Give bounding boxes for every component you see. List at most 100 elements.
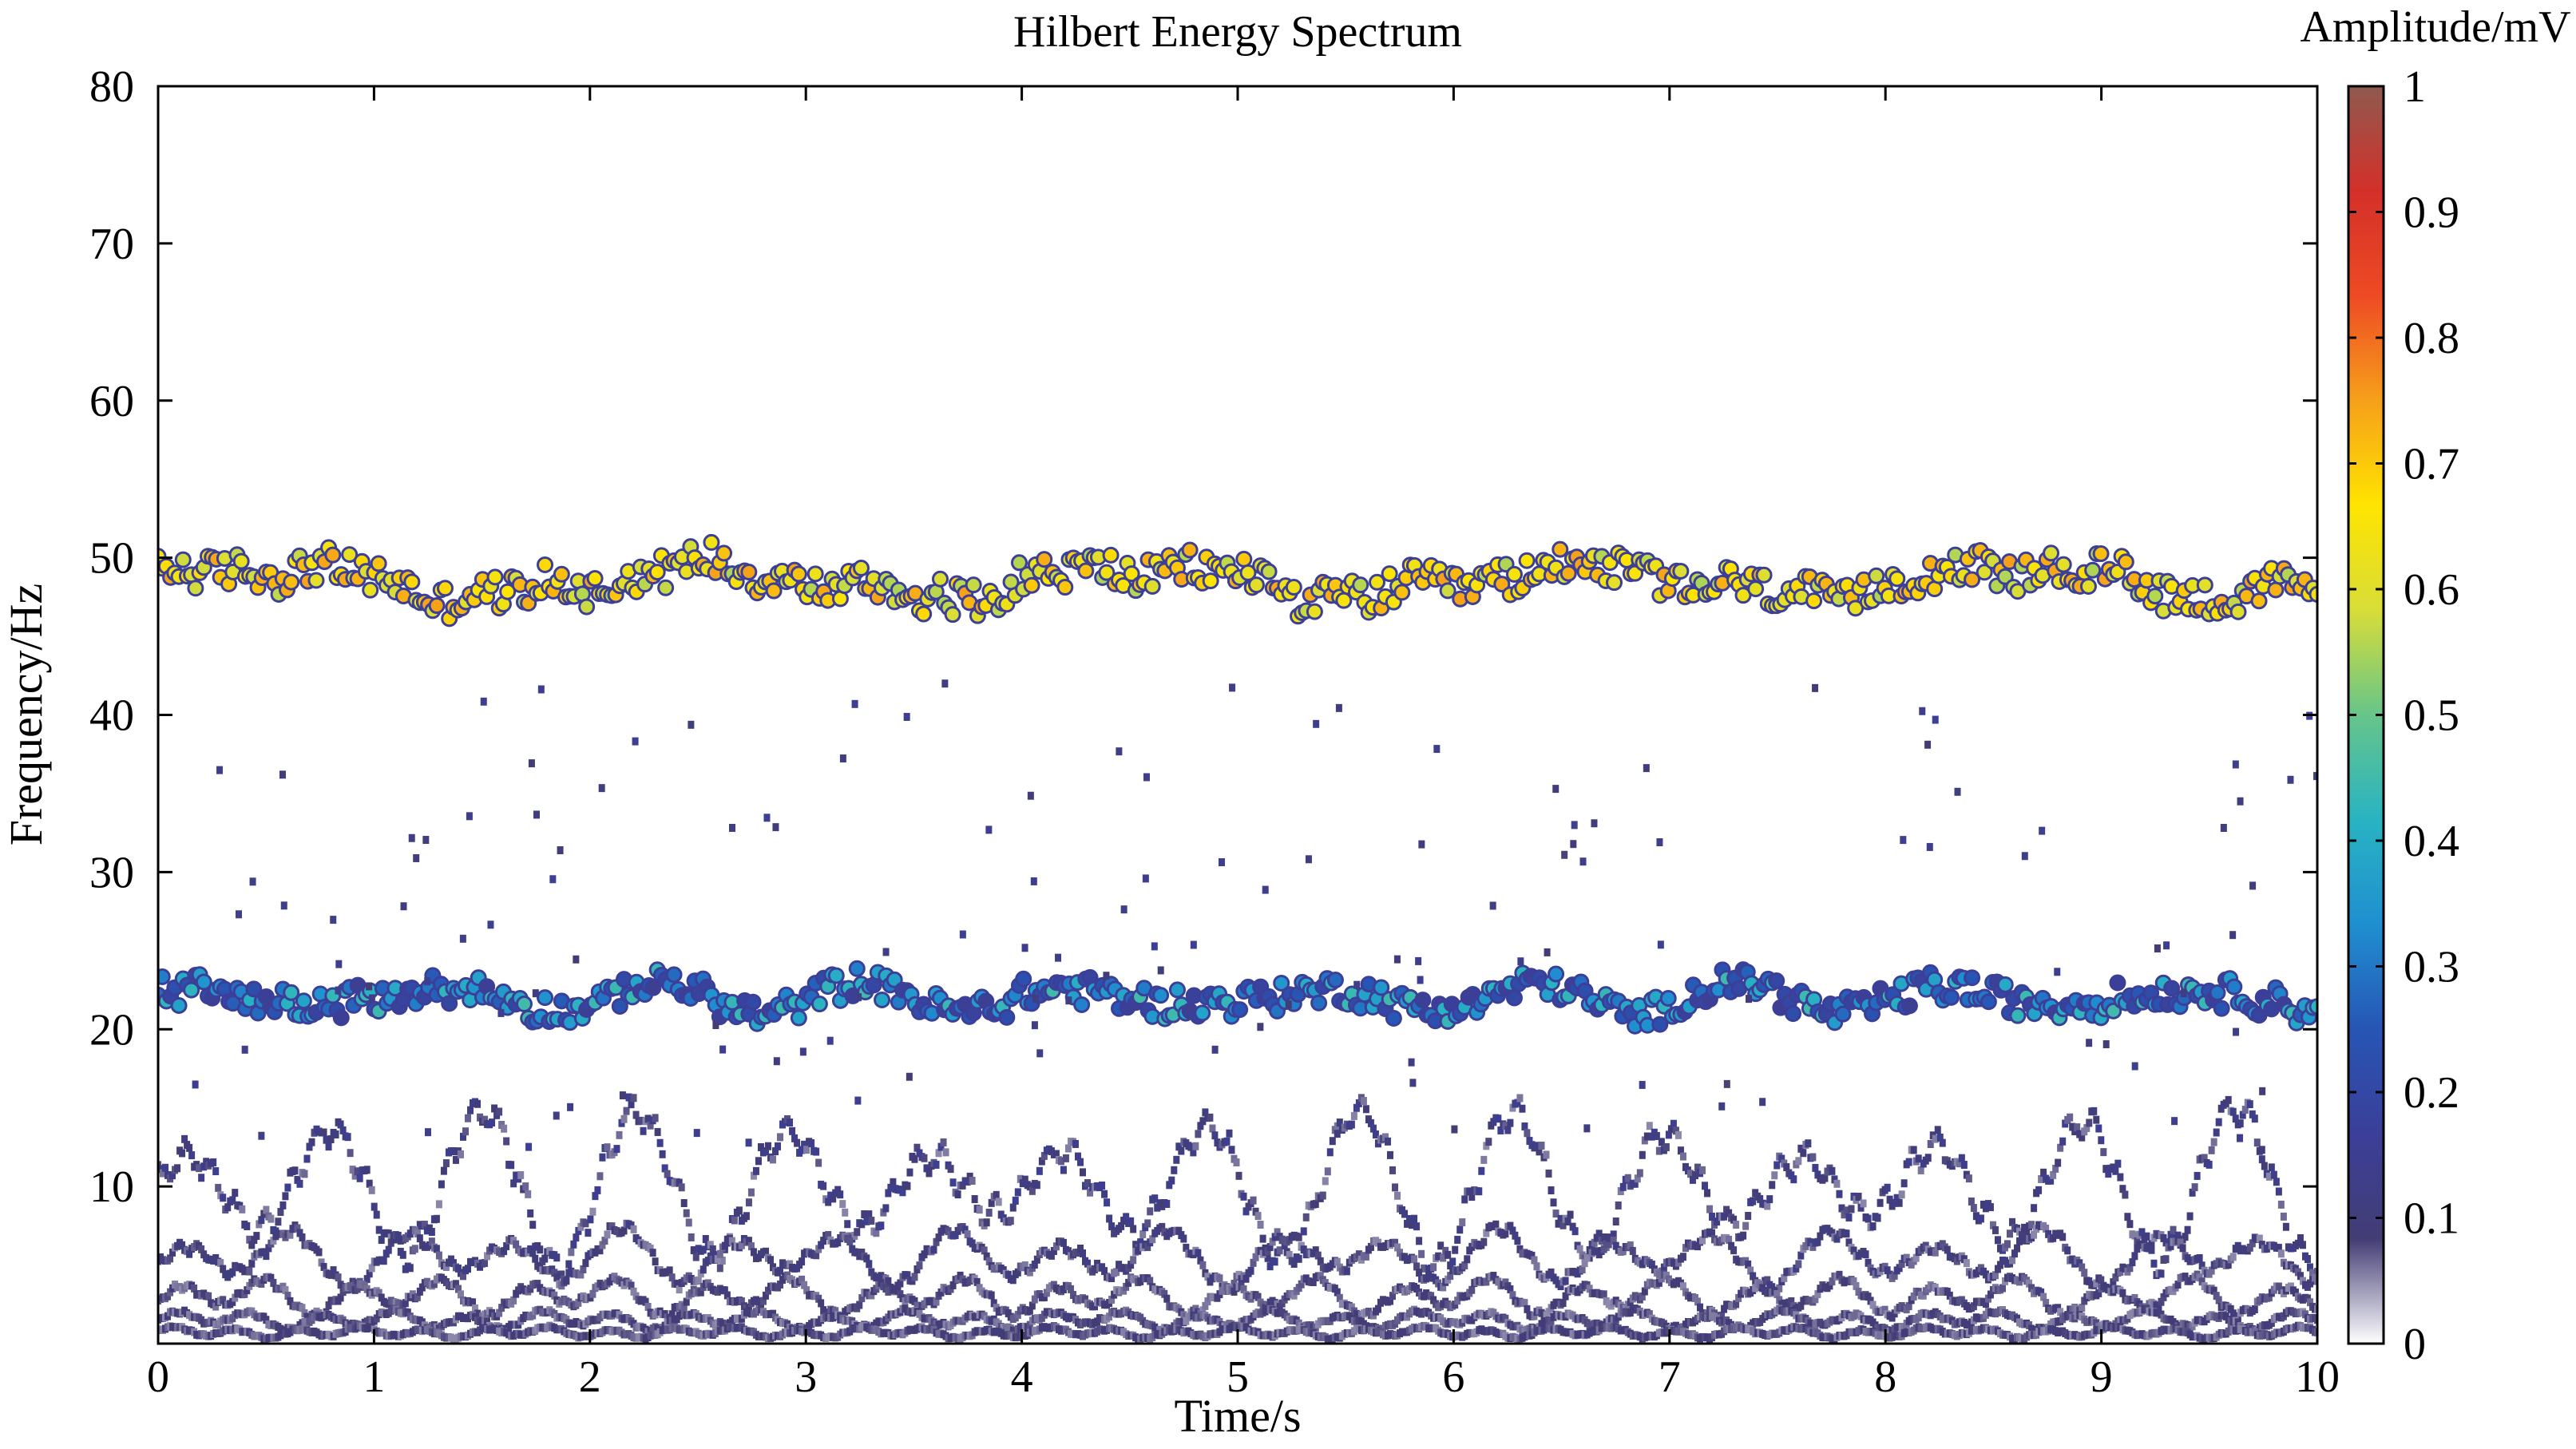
spectrum-point: [1989, 1221, 1996, 1229]
spectrum-point: [1334, 1257, 1341, 1266]
spectrum-point: [2067, 1113, 2074, 1122]
spectrum-point: [1968, 1197, 1975, 1206]
spectrum-point: [2131, 1231, 2138, 1240]
spectrum-point: [1612, 1241, 1619, 1250]
spectrum-point: [2277, 1249, 2285, 1258]
spectrum-point: [169, 1248, 176, 1257]
spectrum-point: [537, 556, 554, 573]
spectrum-point: [1209, 1124, 1216, 1133]
spectrum-point: [1896, 1198, 1903, 1207]
spectrum-point: [1468, 1193, 1476, 1202]
spectrum-point: [930, 1245, 937, 1254]
spectrum-point: [942, 1148, 949, 1157]
spectrum-point: [1514, 1237, 1521, 1245]
spectrum-point: [438, 1180, 445, 1189]
spectrum-point: [503, 1137, 510, 1146]
spectrum-point: [1888, 570, 1906, 588]
spectrum-point: [921, 1154, 928, 1162]
spectrum-point: [861, 1210, 868, 1219]
spectrum-point: [186, 1249, 193, 1258]
spectrum-point: [575, 1226, 582, 1235]
spectrum-point: [1310, 994, 1328, 1012]
spectrum-point: [1610, 1236, 1617, 1245]
spectrum-point: [2184, 1225, 2191, 1234]
spectrum-point: [1454, 1235, 1461, 1244]
spectrum-point: [775, 1142, 782, 1150]
spectrum-point: [743, 1212, 750, 1221]
spectrum-point: [818, 1241, 825, 1249]
spectrum-point: [332, 1009, 350, 1027]
spectrum-point: [1900, 997, 1918, 1015]
spectrum-point: [899, 1188, 906, 1197]
spectrum-point: [1663, 1142, 1670, 1151]
spectrum-point: [181, 1134, 188, 1143]
spectrum-point: [1836, 1190, 1843, 1198]
spectrum-point: [2043, 544, 2060, 562]
spectrum-point: [2052, 1164, 2059, 1173]
spectrum-point: [1980, 993, 1997, 1011]
spectrum-point: [1927, 1140, 1934, 1149]
spectrum-point: [878, 1221, 885, 1230]
spectrum-point: [482, 1259, 489, 1268]
spectrum-point: [1581, 1259, 1588, 1268]
spectrum-point: [976, 1206, 983, 1214]
spectrum-point: [1466, 1187, 1473, 1196]
spectrum-point: [1216, 1274, 1223, 1283]
spectrum-point: [1996, 976, 2014, 993]
spectrum-point: [283, 573, 300, 591]
spectrum-point: [1302, 1213, 1310, 1221]
spectrum-point: [1994, 1236, 2001, 1245]
spectrum-point: [1862, 1250, 1869, 1259]
spectrum-point: [1538, 1142, 1545, 1150]
spectrum-point: [961, 1225, 969, 1234]
spectrum-point: [648, 564, 666, 581]
spectrum-point: [599, 1153, 606, 1162]
spectrum-point: [1052, 1242, 1060, 1251]
spectrum-point: [789, 1126, 796, 1135]
spectrum-point: [1413, 1222, 1421, 1231]
spectrum-point: [714, 1255, 721, 1264]
spectrum-point: [2014, 1244, 2021, 1253]
spectrum-point: [282, 1192, 289, 1201]
spectrum-point: [1545, 1169, 1552, 1178]
spectrum-point: [1355, 1099, 1362, 1107]
spectrum-point: [1231, 1001, 1249, 1019]
spectrum-point: [1430, 1263, 1437, 1272]
spectrum-point: [335, 1273, 342, 1282]
spectrum-point: [935, 1149, 942, 1158]
spectrum-point: [1552, 1209, 1559, 1218]
spectrum-point: [1312, 1246, 1319, 1255]
spectrum-point: [1591, 1238, 1598, 1247]
spectrum-point: [1512, 1231, 1519, 1240]
spectrum-point: [777, 1266, 784, 1275]
spectrum-marks: [158, 533, 2317, 1344]
spectrum-point: [1619, 1247, 1627, 1256]
spectrum-point: [1468, 1285, 1476, 1294]
spectrum-point: [1555, 1219, 1562, 1228]
spectrum-point: [719, 1256, 726, 1265]
spectrum-point: [1865, 1214, 1872, 1223]
spectrum-point: [1076, 1244, 1084, 1253]
spectrum-point: [2308, 585, 2317, 603]
spectrum-point: [158, 968, 171, 985]
spectrum-point: [925, 1169, 933, 1178]
spectrum-point: [2038, 1174, 2045, 1183]
spectrum-point: [644, 1114, 652, 1123]
spectrum-point: [1171, 1166, 1178, 1174]
spectrum-point: [1543, 1150, 1550, 1159]
spectrum-point: [1805, 1139, 1812, 1148]
spectrum-point: [1755, 566, 1773, 584]
spectrum-point: [1689, 1175, 1696, 1184]
spectrum-point: [1385, 1009, 1402, 1027]
spectrum-point: [854, 1228, 861, 1237]
spectrum-point: [810, 996, 828, 1013]
spectrum-point: [1300, 1227, 1307, 1236]
spectrum-point: [1548, 1186, 1555, 1195]
spectrum-point: [1192, 1142, 1199, 1150]
spectrum-point: [196, 1164, 203, 1173]
spectrum-point: [198, 1245, 205, 1253]
spectrum-point: [287, 1230, 294, 1239]
spectrum-point: [625, 1093, 632, 1102]
spectrum-point: [578, 598, 596, 616]
spectrum-point: [1996, 568, 2014, 585]
